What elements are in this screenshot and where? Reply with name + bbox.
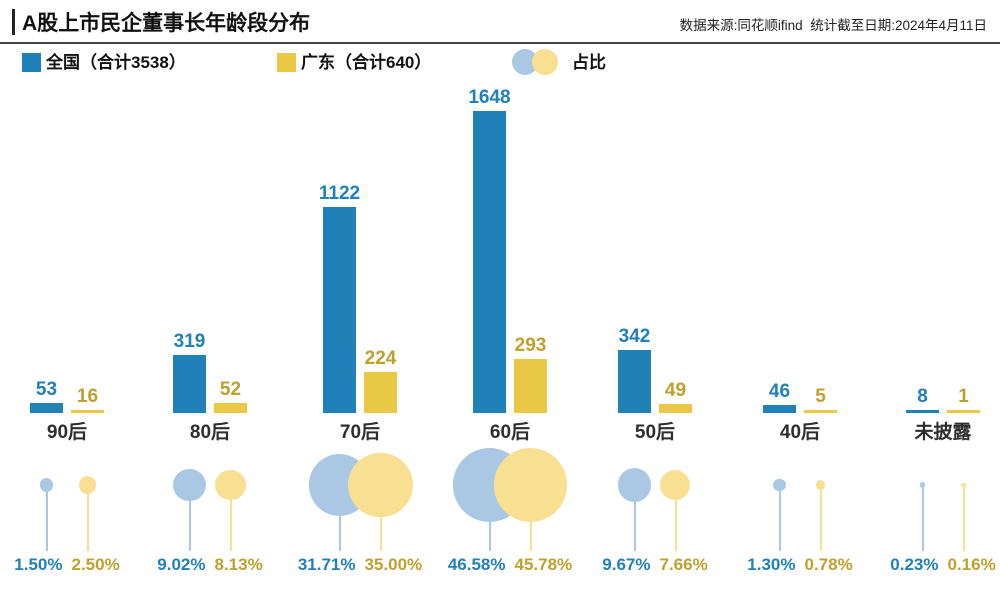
- bubble-stem-national: [921, 485, 924, 551]
- bar-guangdong: [659, 404, 692, 413]
- bar-guangdong: [947, 410, 980, 413]
- value-label-national: 319: [173, 330, 206, 352]
- pct-label-guangdong: 0.78%: [804, 555, 853, 574]
- legend-label-national: 全国（合计3538）: [46, 53, 186, 72]
- bubble-stem-guangdong: [86, 485, 89, 551]
- bubble-stem-national: [45, 485, 48, 551]
- pct-label-national: 9.67%: [602, 555, 651, 574]
- pct-label-national: 46.58%: [447, 555, 506, 574]
- value-label-guangdong: 1: [958, 386, 969, 407]
- bar-national: [30, 403, 63, 413]
- bubble-stem-national: [188, 485, 191, 551]
- value-label-national: 53: [35, 379, 58, 401]
- bar-national: [763, 404, 796, 413]
- pct-label-national: 9.02%: [157, 555, 206, 574]
- bar-guangdong: [804, 410, 837, 413]
- bubble-guangdong: [348, 452, 413, 518]
- title-accent-bar: [12, 9, 15, 35]
- bar-national: [473, 111, 506, 413]
- pct-row: 9.67% 7.66%: [565, 555, 745, 575]
- pct-row: 9.02% 8.13%: [120, 555, 300, 575]
- legend-bubble-guangdong-icon: [532, 49, 558, 75]
- bubble-stem-national: [633, 485, 636, 551]
- pct-row: 1.50% 2.50%: [0, 555, 157, 575]
- pct-label-national: 0.23%: [890, 555, 939, 574]
- pct-label-guangdong: 35.00%: [364, 555, 423, 574]
- bubble-national: [39, 478, 54, 492]
- legend-label-guangdong: 广东（合计640）: [301, 53, 432, 72]
- bubble-guangdong: [961, 482, 966, 488]
- value-label-guangdong: 16: [76, 386, 99, 407]
- bubble-guangdong: [815, 480, 826, 490]
- bubble-stem-national: [338, 485, 341, 551]
- legend-swatch-guangdong: [277, 53, 296, 72]
- bubble-stem-guangdong: [962, 485, 965, 551]
- bar-national: [618, 350, 651, 413]
- page-title: A股上市民企董事长年龄段分布: [22, 12, 311, 35]
- value-label-guangdong: 52: [219, 379, 242, 401]
- bar-guangdong: [514, 359, 547, 413]
- value-label-national: 342: [618, 326, 651, 348]
- bubble-stem-guangdong: [229, 485, 232, 551]
- bubble-guangdong: [660, 469, 691, 500]
- pct-label-guangdong: 2.50%: [71, 555, 120, 574]
- bar-national: [173, 354, 206, 413]
- bubble-stem-guangdong: [674, 485, 677, 551]
- legend-swatch-national: [22, 53, 41, 72]
- value-label-guangdong: 5: [815, 386, 826, 407]
- bubble-national: [919, 482, 926, 488]
- pct-label-national: 31.71%: [297, 555, 356, 574]
- bar-guangdong: [214, 403, 247, 413]
- bubble-stem-national: [778, 485, 781, 551]
- bubble-national: [173, 468, 206, 502]
- value-label-national: 46: [768, 380, 791, 402]
- pct-label-national: 1.50%: [14, 555, 63, 574]
- pct-label-guangdong: 8.13%: [214, 555, 263, 574]
- legend-label-ratio: 占比: [572, 53, 606, 72]
- category-label: 90后: [46, 422, 88, 443]
- bubble-guangdong: [493, 448, 568, 522]
- bubble-guangdong: [78, 476, 97, 494]
- bar-national: [323, 207, 356, 413]
- category-label: 40后: [779, 422, 821, 443]
- pct-row: 31.71% 35.00%: [270, 555, 450, 575]
- pct-label-national: 1.30%: [747, 555, 796, 574]
- category-label: 未披露: [914, 422, 972, 443]
- bar-guangdong: [71, 410, 104, 413]
- value-label-guangdong: 293: [514, 335, 547, 357]
- category-label: 60后: [489, 422, 531, 443]
- legend-bubbles-icon: [512, 49, 572, 75]
- bubble-stem-guangdong: [379, 485, 382, 551]
- bar-national: [906, 410, 939, 413]
- bar-guangdong: [364, 371, 397, 413]
- bubble-national: [773, 478, 786, 492]
- bubble-stem-guangdong: [819, 485, 822, 551]
- data-source-note: 数据来源:同花顺ifind 统计截至日期:2024年4月11日: [679, 18, 987, 33]
- pct-row: 46.58% 45.78%: [420, 555, 600, 575]
- value-label-national: 8: [917, 386, 928, 407]
- category-label: 70后: [339, 422, 381, 443]
- pct-row: 1.30% 0.78%: [710, 555, 890, 575]
- bubble-guangdong: [215, 469, 246, 501]
- header-divider: [0, 42, 1000, 44]
- pct-row: 0.23% 0.16%: [853, 555, 1000, 575]
- pct-label-guangdong: 0.16%: [947, 555, 996, 574]
- category-label: 50后: [634, 422, 676, 443]
- value-label-national: 1648: [468, 87, 511, 108]
- pct-label-guangdong: 7.66%: [659, 555, 708, 574]
- category-label: 80后: [189, 422, 231, 443]
- pct-label-guangdong: 45.78%: [514, 555, 573, 574]
- value-label-national: 1122: [318, 183, 361, 205]
- bubble-national: [617, 468, 652, 502]
- value-label-guangdong: 224: [364, 347, 397, 369]
- value-label-guangdong: 49: [664, 380, 687, 402]
